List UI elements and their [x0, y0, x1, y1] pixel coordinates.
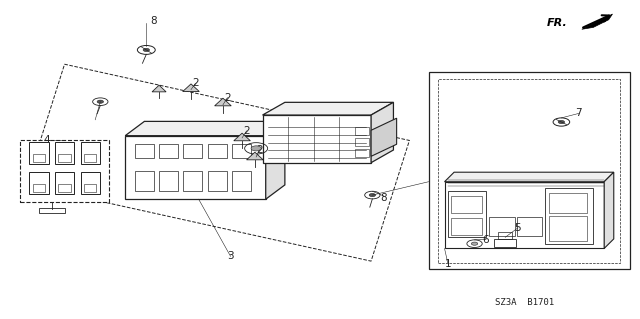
Bar [232, 144, 251, 158]
Bar [135, 171, 154, 191]
Polygon shape [214, 98, 231, 106]
Bar [355, 127, 369, 135]
Polygon shape [262, 102, 394, 115]
Polygon shape [125, 122, 285, 136]
Bar [159, 171, 178, 191]
Bar [29, 142, 49, 164]
Bar [58, 184, 71, 192]
Polygon shape [371, 102, 394, 163]
Text: 2: 2 [243, 126, 250, 136]
Bar [33, 154, 45, 162]
Polygon shape [152, 85, 166, 92]
Circle shape [471, 242, 477, 245]
Bar [355, 149, 369, 157]
Text: FR.: FR. [547, 18, 568, 28]
Bar [135, 144, 154, 158]
Bar [55, 172, 74, 195]
Bar [429, 72, 630, 269]
Polygon shape [20, 140, 109, 202]
Polygon shape [445, 182, 604, 249]
Bar [451, 196, 481, 213]
Bar [81, 142, 100, 164]
Bar [207, 144, 227, 158]
Circle shape [251, 146, 261, 151]
Bar [489, 217, 515, 236]
Text: 2: 2 [256, 145, 262, 155]
Bar [548, 193, 587, 213]
Bar [58, 154, 71, 162]
Text: 1: 1 [444, 259, 451, 269]
Bar [207, 171, 227, 191]
Polygon shape [266, 122, 285, 199]
Bar [183, 171, 202, 191]
Bar [39, 208, 65, 213]
Polygon shape [246, 152, 263, 160]
Bar [81, 172, 100, 195]
Bar [55, 142, 74, 164]
Bar [545, 188, 593, 244]
Bar [448, 191, 486, 237]
Bar [183, 144, 202, 158]
Text: 2: 2 [192, 78, 199, 88]
Bar [497, 232, 511, 239]
Polygon shape [582, 14, 612, 29]
Bar [29, 172, 49, 195]
Bar [438, 78, 620, 263]
Text: 7: 7 [575, 108, 582, 118]
Text: 6: 6 [483, 235, 490, 246]
Bar [493, 239, 516, 247]
Circle shape [558, 121, 564, 123]
Text: SZ3A  B1701: SZ3A B1701 [495, 298, 554, 307]
Polygon shape [371, 118, 397, 156]
Bar [84, 184, 97, 192]
Circle shape [143, 48, 150, 51]
Bar [548, 216, 587, 241]
Circle shape [97, 100, 104, 103]
Polygon shape [125, 136, 266, 199]
Polygon shape [445, 172, 614, 182]
Bar [84, 154, 97, 162]
Polygon shape [262, 115, 371, 163]
Bar [451, 218, 481, 235]
Bar [355, 138, 369, 146]
Circle shape [369, 194, 376, 197]
Polygon shape [182, 84, 199, 92]
Text: 2: 2 [224, 93, 230, 103]
Bar [33, 184, 45, 192]
Text: 8: 8 [381, 193, 387, 203]
Bar [159, 144, 178, 158]
Text: 4: 4 [44, 136, 50, 145]
Text: 8: 8 [150, 16, 157, 26]
Text: 3: 3 [227, 251, 234, 261]
Polygon shape [234, 133, 250, 141]
Polygon shape [604, 172, 614, 249]
Bar [516, 217, 542, 236]
Bar [232, 171, 251, 191]
Text: 5: 5 [515, 223, 522, 233]
